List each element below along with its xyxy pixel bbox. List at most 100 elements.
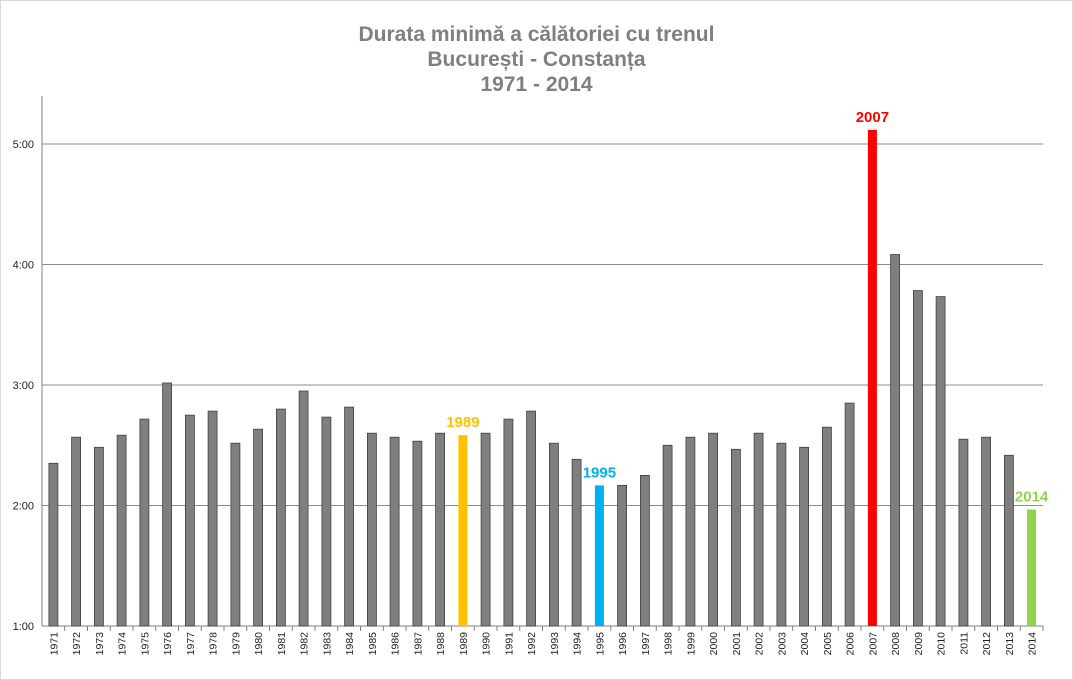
bar-1975 xyxy=(139,418,150,627)
x-tick-label: 1987 xyxy=(412,632,424,656)
x-tick-label: 1976 xyxy=(162,632,174,656)
bar-1992 xyxy=(526,410,536,627)
y-tick-label: 5:00 xyxy=(13,139,34,151)
x-axis: 1971 1972 1973 1974 1975 1976 1977 1978 1979 1980… xyxy=(48,626,1044,656)
bar-1971 xyxy=(48,462,59,627)
x-tick-label: 1985 xyxy=(367,632,379,656)
x-tick-label: 1984 xyxy=(344,632,356,656)
bar-1972 xyxy=(71,436,81,627)
bar-1979 xyxy=(230,442,241,627)
chart-title-line-3: 1971 - 2014 xyxy=(480,73,593,96)
x-tick-label: 1983 xyxy=(321,632,333,656)
x-tick-label: 1995 xyxy=(594,632,606,656)
bar-1981 xyxy=(275,408,286,627)
bar-1989 xyxy=(458,435,468,626)
x-tick-label: 2002 xyxy=(754,632,766,656)
x-tick-label: 1980 xyxy=(253,632,265,656)
highlight-label-2007: 2007 xyxy=(856,109,889,126)
bar-1980 xyxy=(253,428,264,627)
bar-1998 xyxy=(662,444,673,627)
bar-1994 xyxy=(571,458,582,627)
x-tick-label: 1994 xyxy=(572,632,584,656)
x-tick-label: 2011 xyxy=(958,632,970,655)
x-tick-label: 1981 xyxy=(276,632,288,656)
highlight-label-1989: 1989 xyxy=(446,414,479,431)
x-tick-label: 1988 xyxy=(435,632,447,656)
x-tick-label: 2012 xyxy=(981,632,993,656)
x-tick-label: 1979 xyxy=(230,632,242,656)
x-tick-label: 1974 xyxy=(117,632,129,656)
bar-2009 xyxy=(913,290,923,627)
bar-1995 xyxy=(594,485,604,626)
bar-1996 xyxy=(617,484,627,627)
bar-2000 xyxy=(708,432,718,627)
x-tick-label: 1996 xyxy=(617,632,629,656)
x-tick-label: 1992 xyxy=(526,632,538,656)
bar-1973 xyxy=(94,446,104,627)
bar-2014 xyxy=(1027,509,1037,626)
x-tick-label: 2003 xyxy=(776,632,788,656)
bar-2013 xyxy=(1004,454,1014,627)
x-tick-label: 1971 xyxy=(48,632,60,656)
highlight-labels: 1989 1995 2007 2014 xyxy=(446,109,1049,506)
x-tick-label: 2010 xyxy=(936,632,948,656)
bar-1990 xyxy=(480,432,491,627)
bar-1976 xyxy=(162,382,173,627)
bar-2011 xyxy=(958,438,969,627)
bar-1974 xyxy=(116,434,127,627)
x-tick-label: 2007 xyxy=(867,632,879,656)
bar-1997 xyxy=(640,474,650,627)
x-tick-label: 1972 xyxy=(71,632,83,656)
bar-2010 xyxy=(935,296,946,627)
x-tick-label: 1982 xyxy=(299,632,311,656)
chart-title-line-1: Durata minimă a călătoriei cu trenul xyxy=(358,23,715,46)
bar-1984 xyxy=(344,406,355,627)
bar-1983 xyxy=(321,416,332,627)
y-axis: 1:00 2:00 3:00 4:00 5:00 xyxy=(13,96,43,633)
x-tick-label: 1997 xyxy=(640,632,652,656)
x-tick-label: 1977 xyxy=(185,632,197,656)
highlight-label-2014: 2014 xyxy=(1015,489,1049,506)
x-tick-label: 1998 xyxy=(663,632,675,656)
y-tick-label: 3:00 xyxy=(13,380,34,392)
bar-1985 xyxy=(366,432,377,627)
x-tick-label: 2001 xyxy=(731,632,743,656)
x-tick-label: 1990 xyxy=(481,632,493,656)
y-tick-label: 1:00 xyxy=(13,621,34,633)
bar-1988 xyxy=(435,432,446,627)
y-tick-label: 4:00 xyxy=(13,260,34,272)
bar-2007 xyxy=(867,129,877,626)
x-tick-label: 2014 xyxy=(1027,632,1039,656)
x-tick-label: 1973 xyxy=(94,632,106,656)
x-tick-label: 2004 xyxy=(799,632,811,656)
x-tick-label: 2009 xyxy=(913,632,925,656)
x-tick-label: 1999 xyxy=(685,632,697,656)
x-tick-label: 2006 xyxy=(845,632,857,656)
bar-2001 xyxy=(731,448,741,627)
x-tick-label: 2000 xyxy=(708,632,720,656)
bar-1991 xyxy=(503,418,514,627)
y-tick-label: 2:00 xyxy=(13,501,34,513)
bar-1986 xyxy=(389,436,400,627)
bar-2006 xyxy=(844,402,855,627)
x-tick-label: 2013 xyxy=(1004,632,1016,656)
x-tick-label: 2005 xyxy=(822,632,834,656)
x-tick-label: 1978 xyxy=(208,632,220,656)
bar-2008 xyxy=(890,254,900,627)
bar-1977 xyxy=(184,414,195,627)
x-tick-label: 1989 xyxy=(458,632,470,656)
bar-2004 xyxy=(799,446,809,627)
bar-2012 xyxy=(981,436,991,627)
bar-1999 xyxy=(685,436,696,627)
chart-title-line-2: București - Constanța xyxy=(427,48,646,71)
x-tick-label: 1975 xyxy=(139,632,151,656)
bar-1982 xyxy=(298,390,309,627)
x-tick-label: 1986 xyxy=(390,632,402,656)
highlight-label-1995: 1995 xyxy=(583,464,616,481)
bar-1978 xyxy=(207,410,218,627)
bar-1987 xyxy=(412,440,423,627)
bar-1993 xyxy=(549,442,559,627)
bars xyxy=(48,129,1037,627)
bar-2005 xyxy=(822,426,832,627)
